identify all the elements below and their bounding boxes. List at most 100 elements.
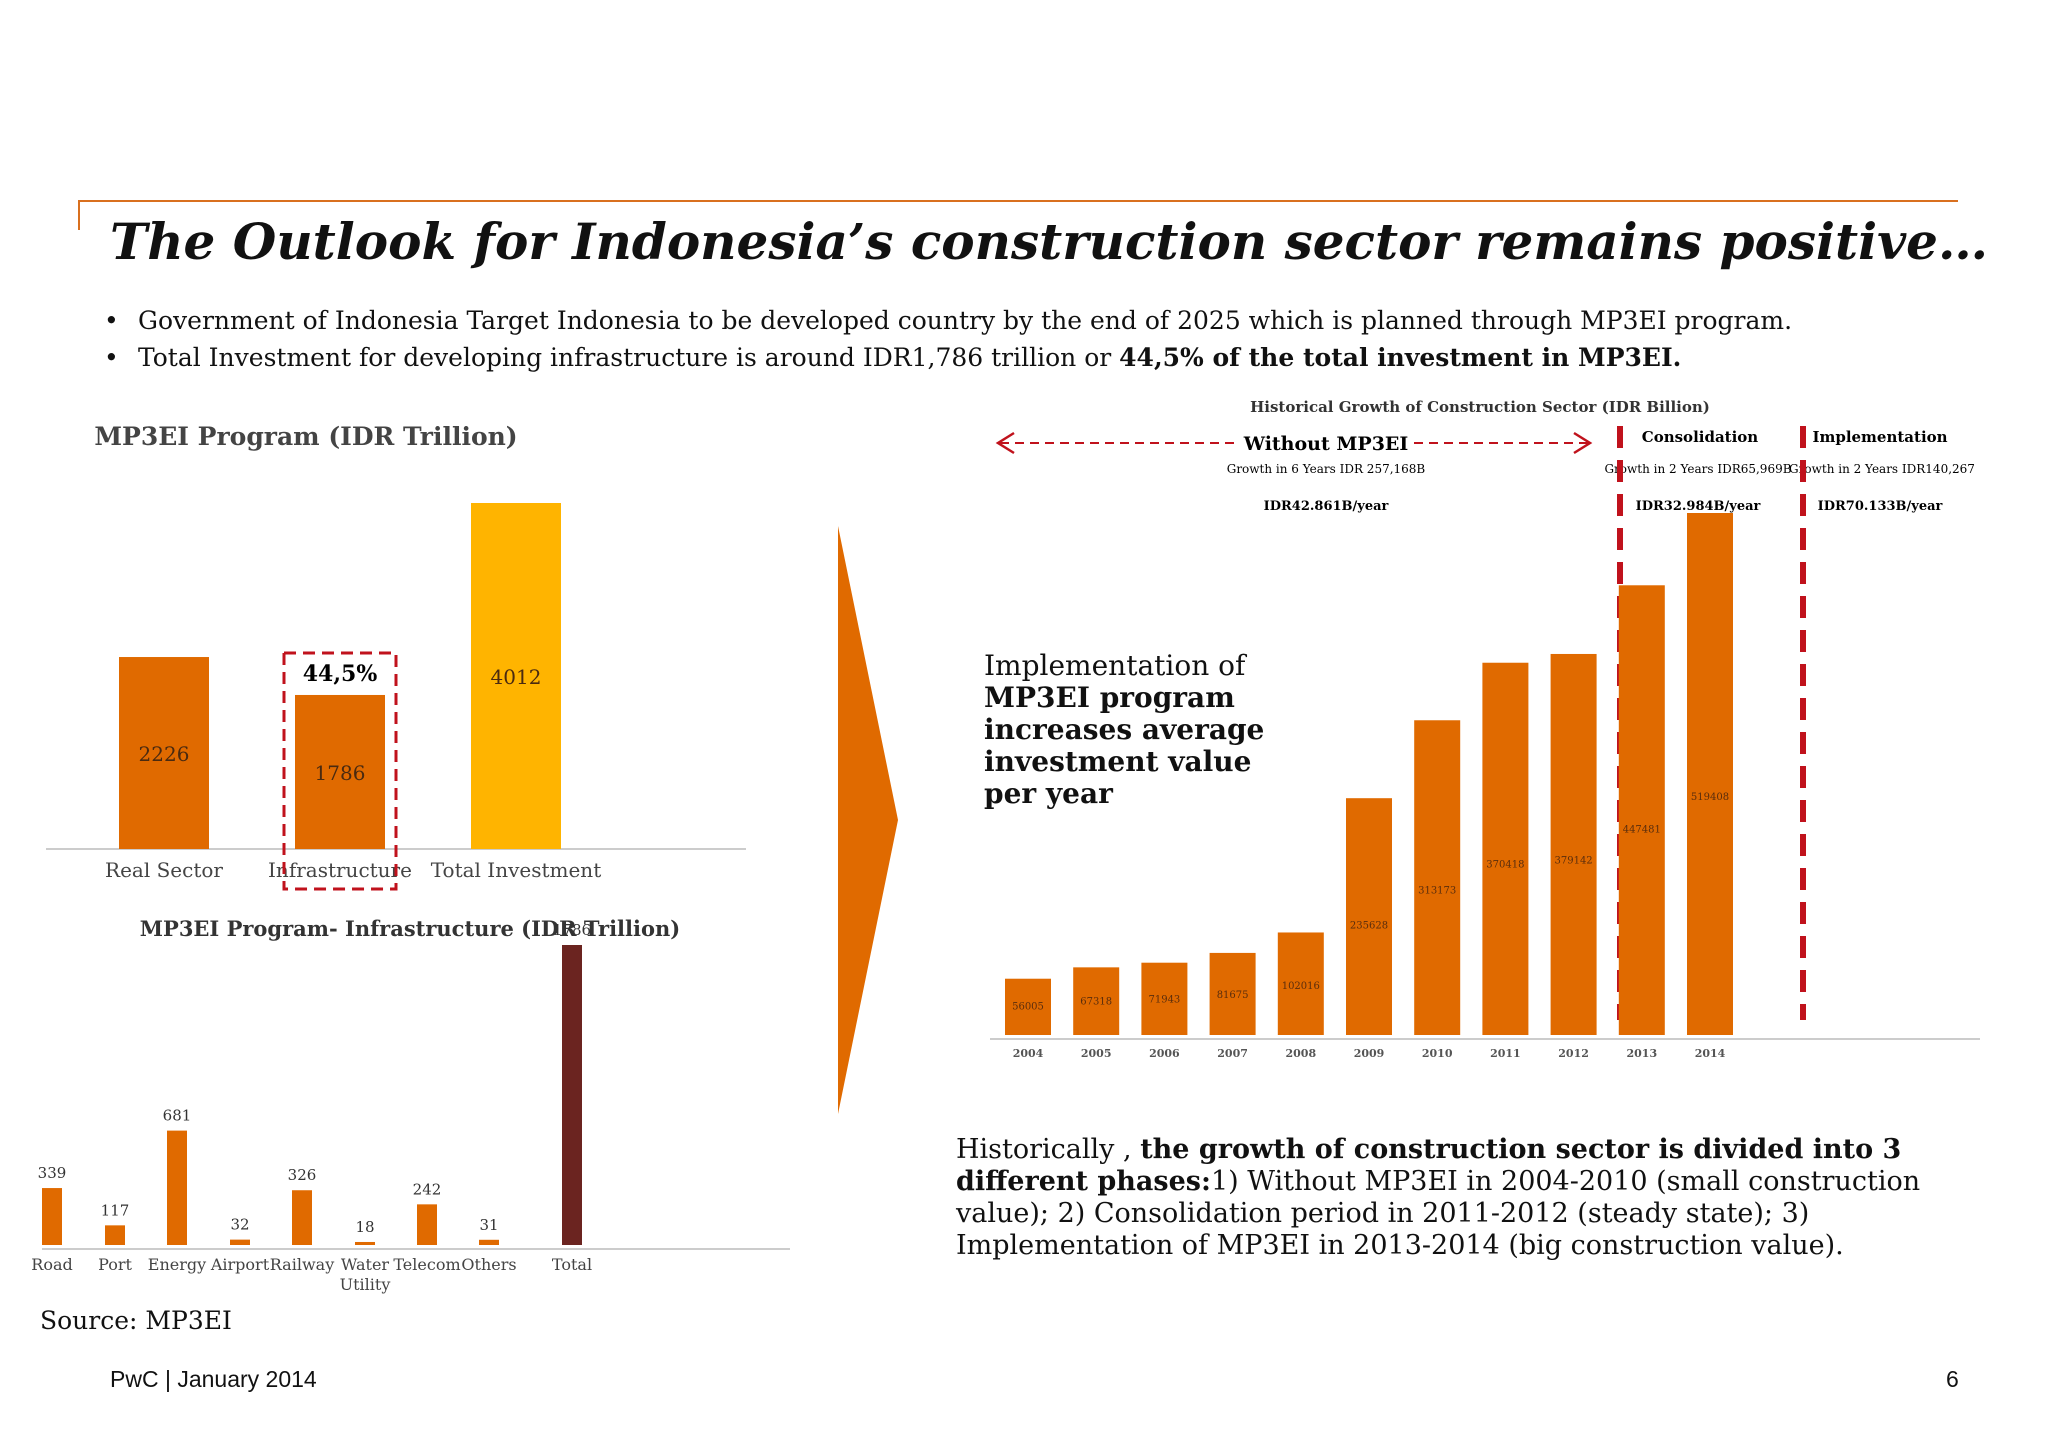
header-rule [78, 200, 1958, 202]
chart-title: MP3EI Program (IDR Trillion) [94, 422, 517, 451]
note-bold-text: MP3EI program increases average investme… [984, 681, 1265, 810]
note-bold-text: the growth of construction sector is div… [956, 1134, 1902, 1197]
value-label: 242 [413, 1180, 442, 1198]
bar [355, 1241, 375, 1245]
value-label: 31 [479, 1216, 498, 1234]
bar [119, 657, 209, 849]
phase-name: Consolidation [1642, 428, 1759, 446]
bar [471, 503, 561, 849]
category-label: Railway [270, 1255, 334, 1274]
note-text: Historically , [956, 1134, 1141, 1165]
note-text-post: 1) Without MP3EI in 2004-2010 (small con… [956, 1166, 1921, 1261]
bar [562, 945, 582, 1245]
bullet-text: Government of Indonesia Target Indonesia… [138, 306, 1793, 335]
value-label: 519408 [1691, 792, 1729, 803]
value-label: 71943 [1148, 994, 1180, 1005]
bar [1277, 932, 1324, 1035]
value-label: 81675 [1217, 990, 1249, 1001]
phase-growth: Growth in 2 Years IDR65,969B [1604, 462, 1791, 476]
bar [1482, 662, 1529, 1035]
value-label: 313173 [1418, 885, 1456, 896]
category-label: Port [98, 1255, 132, 1274]
value-label: 681 [163, 1107, 192, 1125]
category-label: Real Sector [105, 858, 223, 882]
category-label: 2010 [1422, 1047, 1453, 1060]
category-label: Energy [148, 1255, 206, 1274]
chart-title: MP3EI Program- Infrastructure (IDR Trill… [140, 916, 680, 941]
value-label: 4012 [491, 665, 542, 689]
bar [1209, 952, 1256, 1035]
note-text: Implementation of [984, 649, 1246, 682]
phase-average: IDR70.133B/year [1818, 499, 1943, 514]
value-label: 235628 [1350, 920, 1388, 931]
value-label: 18 [355, 1218, 374, 1236]
bullet-dot: • [104, 343, 119, 372]
phase-average: IDR42.861B/year [1264, 499, 1389, 514]
chart-title: Historical Growth of Construction Sector… [1250, 398, 1710, 416]
value-label: 32 [230, 1216, 249, 1234]
bar [230, 1239, 250, 1245]
bar [1141, 962, 1188, 1035]
bullet-dot: • [104, 306, 119, 335]
value-label: 326 [288, 1166, 317, 1184]
bullet-list: • Government of Indonesia Target Indonesi… [104, 302, 1944, 376]
bar [1618, 585, 1665, 1035]
value-label: 447481 [1623, 825, 1661, 836]
bar [1550, 653, 1597, 1035]
bar [292, 1190, 312, 1245]
highlight-label: 44,5% [303, 661, 378, 687]
arrow-shape [838, 526, 898, 1114]
source-note: Source: MP3EI [40, 1306, 232, 1335]
bar [1687, 513, 1733, 1035]
bar [167, 1130, 187, 1245]
bullet-item: • Government of Indonesia Target Indonesi… [104, 302, 1944, 339]
phase-name: Without MP3EI [1243, 433, 1409, 455]
mp3ei-program-chart: MP3EI Program (IDR Trillion) 2226 Real Se… [46, 422, 746, 891]
category-label: 2009 [1354, 1047, 1385, 1060]
historical-note: Historically , the growth of constructio… [956, 1134, 1956, 1262]
category-label: Telecom [393, 1255, 460, 1274]
bullet-item: • Total Investment for developing infrast… [104, 339, 1944, 376]
bullet-text: Total Investment for developing infrastr… [138, 343, 1120, 372]
value-label: 102016 [1282, 981, 1320, 992]
infrastructure-breakdown-chart: MP3EI Program- Infrastructure (IDR Trill… [31, 916, 790, 1294]
category-label: 2012 [1558, 1047, 1589, 1060]
arrow-head-left [995, 431, 1015, 455]
category-label: 2014 [1695, 1047, 1726, 1060]
arrow-head-right [1573, 431, 1593, 455]
value-label: 1786 [553, 921, 591, 939]
category-label: Infrastructure [268, 858, 412, 882]
value-label: 370418 [1486, 859, 1524, 870]
phase-average: IDR32.984B/year [1636, 499, 1761, 514]
phase-growth: Growth in 2 Years IDR140,267 [1789, 462, 1975, 476]
phase-name: Implementation [1812, 428, 1947, 446]
slide-title: The Outlook for Indonesia’s construction… [110, 212, 1988, 271]
implementation-note: Implementation of MP3EI program increase… [984, 650, 1284, 810]
bar [42, 1188, 62, 1245]
category-label: Total [552, 1255, 592, 1274]
category-label: Water Utility [340, 1255, 391, 1294]
value-label: 67318 [1080, 997, 1112, 1008]
category-label: 2006 [1149, 1047, 1180, 1060]
category-label: Others [461, 1255, 516, 1274]
bar [295, 694, 385, 849]
category-label: 2013 [1626, 1047, 1657, 1060]
historical-growth-chart: Historical Growth of Construction Sector… [990, 398, 1980, 1060]
category-label: 2004 [1013, 1047, 1044, 1060]
value-label: 56005 [1012, 1002, 1044, 1013]
bar [417, 1204, 437, 1245]
bar [1073, 967, 1120, 1035]
category-label: 2008 [1285, 1047, 1316, 1060]
category-label: 2005 [1081, 1047, 1112, 1060]
bar [1414, 720, 1461, 1035]
highlight-box [282, 651, 398, 891]
value-label: 339 [38, 1164, 67, 1182]
bullet-bold-text: 44,5% of the total investment in MP3EI. [1119, 343, 1682, 372]
category-label: 2011 [1490, 1047, 1521, 1060]
arrow-shape-polygon [838, 526, 898, 1114]
footer-text: PwC | January 2014 [110, 1366, 317, 1392]
value-label: 117 [101, 1201, 130, 1219]
page-number: 6 [1946, 1366, 1959, 1392]
category-label: Airport [210, 1255, 270, 1274]
category-label: Total Investment [431, 858, 601, 882]
